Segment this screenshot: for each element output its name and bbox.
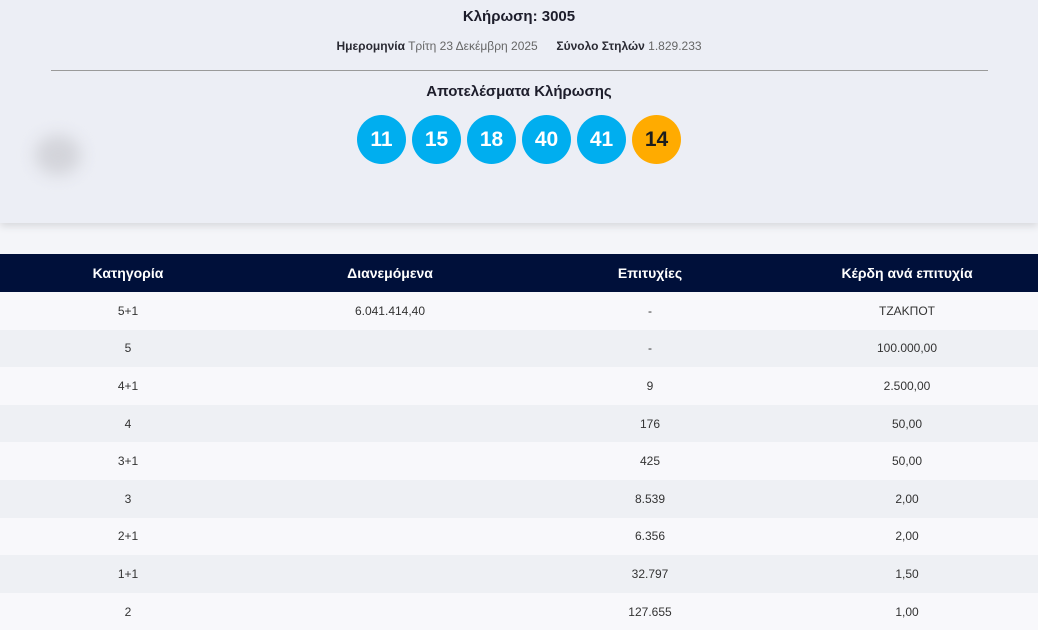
number-ball: 41 [577, 115, 626, 164]
columns-label: Σύνολο Στηλών [556, 39, 645, 53]
cell-prize: 1,00 [776, 592, 1038, 630]
cell-category: 5+1 [0, 292, 256, 330]
cell-winners: - [524, 292, 776, 330]
cell-category: 1+1 [0, 555, 256, 593]
table-row: 2 127.655 1,00 [0, 592, 1038, 630]
table-row: 4 176 50,00 [0, 404, 1038, 443]
columns-value: 1.829.233 [648, 39, 702, 53]
table-row: 2+1 6.356 2,00 [0, 517, 1038, 556]
cell-category: 5 [0, 329, 256, 368]
table-row: 5 -100.000,00 [0, 329, 1038, 368]
cell-category: 3+1 [0, 442, 256, 480]
cell-distributed [256, 517, 524, 556]
cell-prize: 1,50 [776, 555, 1038, 593]
cell-winners: 32.797 [524, 555, 776, 593]
header-winners: Επιτυχίες [524, 254, 776, 292]
cell-distributed [256, 442, 524, 480]
cell-prize: 2,00 [776, 479, 1038, 518]
number-ball: 15 [412, 115, 461, 164]
cell-prize: 50,00 [776, 442, 1038, 480]
results-title: Αποτελέσματα Κλήρωσης [426, 83, 612, 100]
cell-prize: 100.000,00 [776, 329, 1038, 368]
cell-distributed [256, 329, 524, 368]
draw-info-panel: Κλήρωση: 3005 Ημερομηνία Τρίτη 23 Δεκέμβ… [0, 0, 1038, 223]
cell-category: 4+1 [0, 367, 256, 405]
cell-prize: ΤΖΑΚΠΟΤ [776, 292, 1038, 330]
header-prize: Κέρδη ανά επιτυχία [776, 254, 1038, 292]
number-ball: 11 [357, 115, 406, 164]
number-ball: 40 [522, 115, 571, 164]
date-label: Ημερομηνία [336, 39, 405, 53]
cell-winners: 9 [524, 367, 776, 405]
cell-distributed [256, 404, 524, 443]
cell-winners: 176 [524, 404, 776, 443]
cell-prize: 2,00 [776, 517, 1038, 556]
table-row: 5+1 6.041.414,40- ΤΖΑΚΠΟΤ [0, 292, 1038, 330]
header-category: Κατηγορία [0, 254, 256, 292]
cell-category: 2+1 [0, 517, 256, 556]
cell-winners: 425 [524, 442, 776, 480]
table-row: 1+1 32.797 1,50 [0, 555, 1038, 593]
cell-winners: 8.539 [524, 479, 776, 518]
cell-winners: 127.655 [524, 592, 776, 630]
cell-winners: - [524, 329, 776, 368]
cell-distributed [256, 479, 524, 518]
table-header: Κατηγορία Διανεμόμενα Επιτυχίες Κέρδη αν… [0, 254, 1038, 292]
date-value: Τρίτη 23 Δεκέμβρη 2025 [408, 39, 538, 53]
number-ball: 18 [467, 115, 516, 164]
bonus-ball: 14 [632, 115, 681, 164]
table-row: 3+1 425 50,00 [0, 442, 1038, 480]
table-row: 3 8.539 2,00 [0, 479, 1038, 518]
prize-table: Κατηγορία Διανεμόμενα Επιτυχίες Κέρδη αν… [0, 254, 1038, 630]
divider [51, 70, 988, 71]
cell-category: 2 [0, 592, 256, 630]
cell-distributed [256, 555, 524, 593]
cell-distributed [256, 367, 524, 405]
table-row: 4+1 9 2.500,00 [0, 367, 1038, 405]
cell-distributed: 6.041.414,40 [256, 292, 524, 330]
draw-title: Κλήρωση: 3005 [462, 8, 576, 25]
cell-prize: 50,00 [776, 404, 1038, 443]
header-distributed: Διανεμόμενα [256, 254, 524, 292]
draw-meta: Ημερομηνία Τρίτη 23 Δεκέμβρη 2025 Σύνολο… [0, 39, 1038, 53]
cell-distributed [256, 592, 524, 630]
winning-numbers: 11 15 18 40 41 14 [0, 115, 1038, 164]
cell-winners: 6.356 [524, 517, 776, 556]
cell-category: 3 [0, 479, 256, 518]
cell-category: 4 [0, 404, 256, 443]
blurred-decoration [35, 135, 81, 175]
cell-prize: 2.500,00 [776, 367, 1038, 405]
